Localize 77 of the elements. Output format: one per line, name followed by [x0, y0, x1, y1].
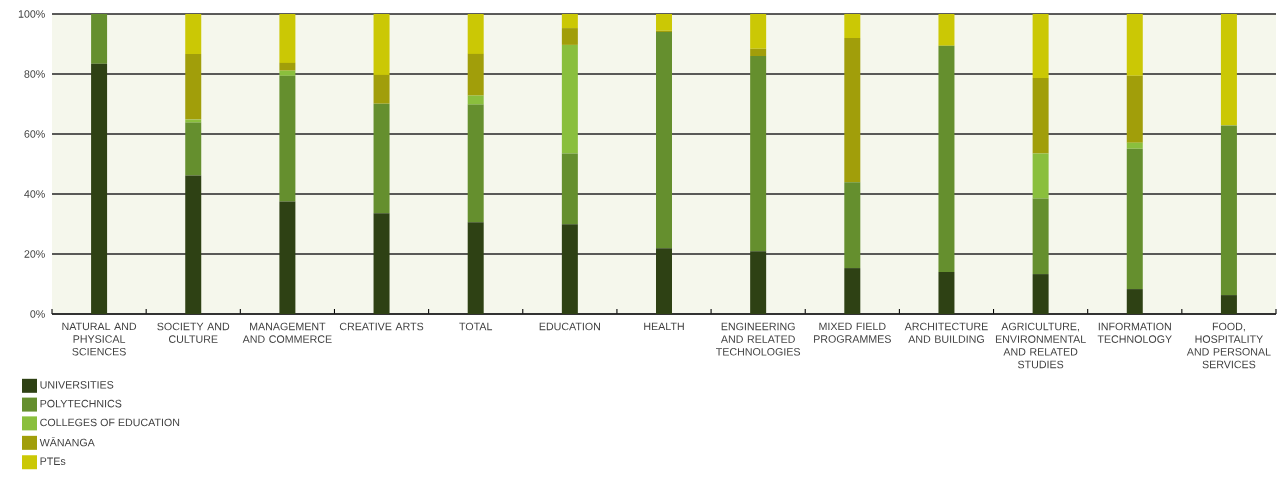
- bar: [185, 122, 202, 176]
- bar: [279, 75, 296, 202]
- bar: [561, 224, 578, 314]
- bar: [1032, 198, 1049, 275]
- bar: [1126, 148, 1143, 290]
- bar: [656, 31, 672, 249]
- x-tick-label: MANAGEMENT AND COMMERCE: [242, 322, 332, 343]
- bar: [1032, 153, 1049, 199]
- bar: [1220, 13, 1237, 126]
- bar: [938, 271, 955, 314]
- bar: [656, 13, 672, 31]
- x-tick-label: INFORMATION TECHNOLOGY: [1097, 322, 1172, 343]
- bar: [1032, 77, 1049, 154]
- x-tick-label: MIXED FIELD PROGRAMMES: [814, 322, 891, 343]
- bar: [467, 95, 484, 105]
- bar: [1126, 13, 1143, 76]
- legend-label: COLLEGES OF EDUCATION: [40, 418, 180, 427]
- bar: [938, 13, 955, 46]
- bar: [1032, 13, 1049, 78]
- bar: [750, 251, 767, 314]
- bar: [750, 13, 767, 49]
- bar: [1220, 295, 1237, 314]
- y-tick-label: 80%: [24, 70, 45, 78]
- legend-label: UNIVERSITIES: [40, 381, 114, 389]
- bar: [1220, 125, 1237, 296]
- bar: [185, 13, 202, 54]
- legend-label: WĀNANGA: [39, 437, 95, 447]
- x-tick-label: ARCHITECTURE AND BUILDING: [904, 322, 988, 343]
- x-tick-label: AGRICULTURE, ENVIRONMENTAL AND RELATED STUDIES: [995, 322, 1086, 369]
- x-tick-label: HEALTH: [644, 322, 684, 331]
- bar: [373, 13, 390, 75]
- x-tick-label: EDUCATION: [539, 322, 600, 331]
- x-tick-label: ENGINEERING AND RELATED TECHNOLOGIES: [716, 322, 801, 356]
- bar: [1126, 75, 1143, 143]
- y-tick-label: 40%: [24, 190, 45, 198]
- x-tick-label: SOCIETY AND CULTURE: [157, 322, 230, 343]
- bar: [279, 201, 296, 314]
- bar: [1126, 142, 1143, 149]
- y-tick-label: 0%: [30, 310, 45, 318]
- bar: [373, 103, 390, 214]
- bar: [373, 74, 390, 104]
- bar: [91, 63, 108, 314]
- bar: [279, 62, 296, 71]
- bar: [844, 268, 861, 314]
- bar: [91, 13, 108, 64]
- x-tick-label: CREATIVE ARTS: [339, 322, 424, 331]
- bar: [1032, 274, 1049, 314]
- bar: [561, 153, 578, 225]
- bar: [467, 13, 484, 54]
- bar: [467, 104, 484, 223]
- bar: [561, 13, 578, 29]
- bar: [844, 37, 861, 183]
- x-tick-label: FOOD, HOSPITALITY AND PERSONAL SERVICES: [1186, 322, 1271, 369]
- bar: [185, 175, 202, 314]
- bar: [279, 13, 296, 63]
- bar: [844, 13, 861, 38]
- bar: [1126, 289, 1143, 314]
- bar: [844, 182, 861, 269]
- bar: [561, 28, 578, 45]
- bar: [185, 53, 202, 120]
- legend-label: PTEs: [40, 457, 66, 466]
- bar: [467, 222, 484, 314]
- bar: [279, 70, 296, 76]
- bar: [938, 45, 955, 272]
- x-tick-label: TOTAL: [459, 322, 493, 331]
- y-tick-label: 20%: [24, 250, 45, 258]
- bar: [373, 213, 390, 314]
- y-tick-label: 60%: [24, 130, 45, 138]
- y-tick-label: 100%: [18, 10, 45, 18]
- bar: [185, 119, 202, 123]
- legend-label: POLYTECHNICS: [40, 399, 122, 408]
- bar: [656, 248, 672, 314]
- bar: [561, 44, 578, 154]
- bar: [467, 53, 484, 96]
- bar: [750, 55, 767, 252]
- bar: [750, 48, 767, 56]
- x-tick-label: NATURAL AND PHYSICAL SCIENCES: [62, 322, 137, 356]
